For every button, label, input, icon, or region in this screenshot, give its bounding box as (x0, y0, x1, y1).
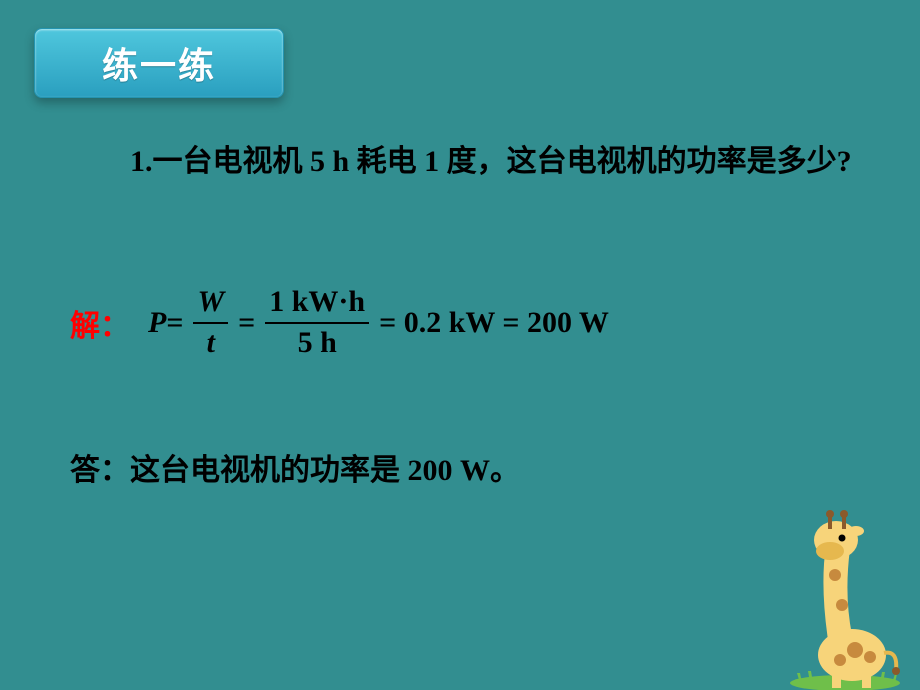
frac-num-1kwh: 1 kW·h (265, 285, 369, 322)
title-box: 练一练 (34, 28, 284, 98)
answer-line: 答：这台电视机的功率是 200 W。 (70, 445, 860, 489)
problem-statement: 1.一台电视机 5 h 耗电 1 度，这台电视机的功率是多少? (70, 135, 860, 189)
giraffe-icon (780, 505, 910, 690)
frac-num-W: W (193, 285, 228, 322)
slide: 练一练 1.一台电视机 5 h 耗电 1 度，这台电视机的功率是多少? 解： P… (0, 0, 920, 690)
equation: P = W t = 1 kW·h 5 h = 0.2 kW = 200 W (148, 285, 609, 360)
solution-line: 解： P = W t = 1 kW·h 5 h = 0.2 kW = 200 W (70, 285, 860, 360)
equals-1: = (166, 306, 183, 340)
equals-2: = (238, 306, 255, 340)
solution-label: 解： (70, 301, 130, 345)
title-text: 练一练 (102, 37, 216, 89)
fraction-Wt: W t (193, 285, 228, 360)
fraction-values: 1 kW·h 5 h (265, 285, 369, 360)
frac-den-5h: 5 h (294, 324, 341, 361)
frac-den-t: t (203, 324, 219, 361)
result-text: = 0.2 kW = 200 W (379, 306, 609, 340)
var-P: P (148, 306, 166, 340)
